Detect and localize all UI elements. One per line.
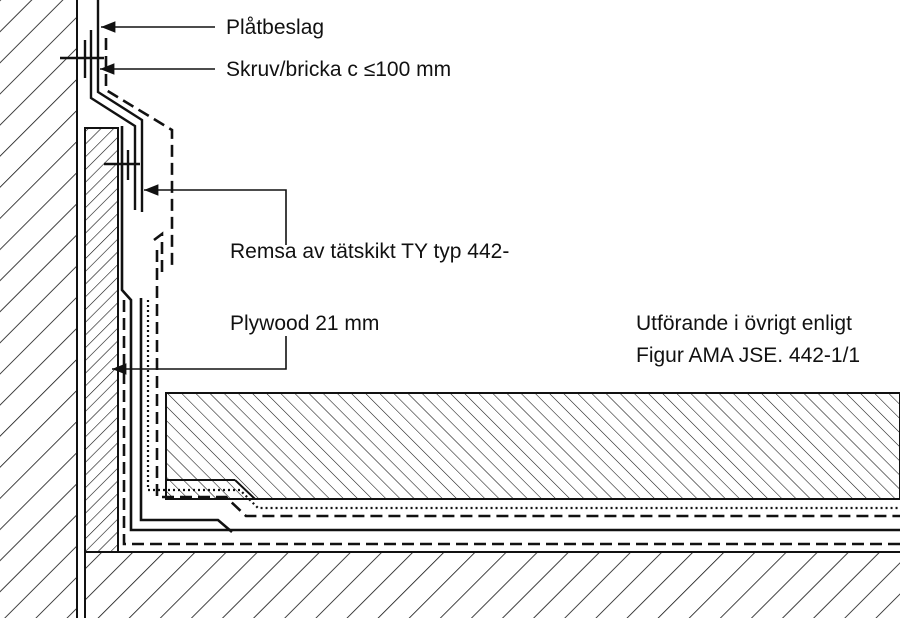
label-remsa: Remsa av tätskikt TY typ 442- [230,240,509,263]
plywood-board [85,128,118,552]
label-skruv: Skruv/bricka c ≤100 mm [226,58,451,81]
insulation-layer [166,393,900,499]
wall [0,0,77,618]
note-line-2: Figur AMA JSE. 442-1/1 [636,344,860,367]
leader-remsa [144,190,286,245]
label-plywood: Plywood 21 mm [230,312,379,335]
roof-slab [85,552,900,618]
label-platbeslag: Plåtbeslag [226,16,324,39]
leader-plywood [112,336,286,369]
note-line-1: Utförande i övrigt enligt [636,312,852,335]
